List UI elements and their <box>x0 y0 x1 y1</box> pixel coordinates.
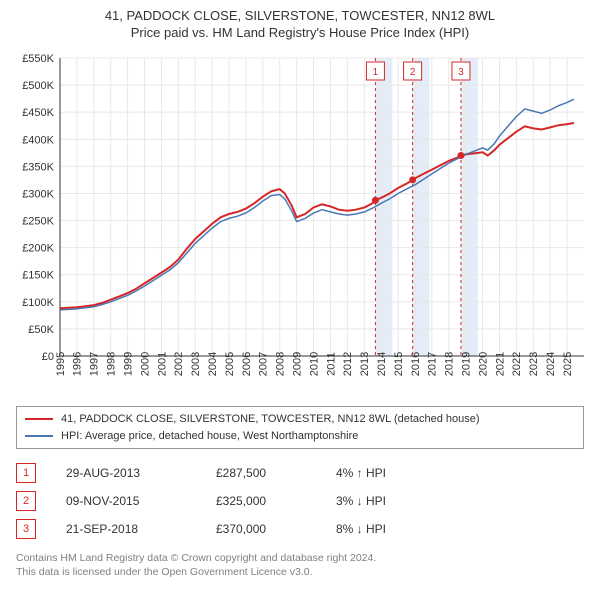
x-tick-label: 2005 <box>224 352 236 376</box>
x-tick-label: 2019 <box>461 352 473 376</box>
shaded-band <box>461 58 478 356</box>
sale-marker: 1 <box>16 463 36 483</box>
y-tick-label: £200K <box>22 243 54 255</box>
sale-date: 09-NOV-2015 <box>66 494 186 508</box>
sale-delta: 3% ↓ HPI <box>336 494 446 508</box>
y-tick-label: £250K <box>22 216 54 228</box>
x-tick-label: 2024 <box>545 352 557 376</box>
x-tick-label: 2020 <box>477 352 489 376</box>
title-line2: Price paid vs. HM Land Registry's House … <box>10 25 590 40</box>
x-tick-label: 2017 <box>427 352 439 376</box>
x-tick-label: 2007 <box>258 352 270 376</box>
legend-label: HPI: Average price, detached house, West… <box>61 428 358 445</box>
x-tick-label: 2023 <box>528 352 540 376</box>
legend-swatch <box>25 418 53 420</box>
y-tick-label: £0 <box>42 351 54 363</box>
sale-date: 29-AUG-2013 <box>66 466 186 480</box>
x-tick-label: 1999 <box>122 352 134 376</box>
sale-row: 2 09-NOV-2015 £325,000 3% ↓ HPI <box>16 487 584 515</box>
sale-delta: 8% ↓ HPI <box>336 522 446 536</box>
x-tick-label: 2022 <box>511 352 523 376</box>
y-tick-label: £450K <box>22 107 54 119</box>
y-tick-label: £300K <box>22 188 54 200</box>
legend-item: 41, PADDOCK CLOSE, SILVERSTONE, TOWCESTE… <box>25 411 575 428</box>
sale-price: £325,000 <box>216 494 306 508</box>
x-tick-label: 2021 <box>494 352 506 376</box>
y-tick-label: £50K <box>28 324 54 336</box>
sale-price: £370,000 <box>216 522 306 536</box>
x-tick-label: 2008 <box>275 352 287 376</box>
attribution-line2: This data is licensed under the Open Gov… <box>16 565 584 579</box>
sale-point <box>409 176 416 183</box>
x-tick-label: 2000 <box>139 352 151 376</box>
attribution-line1: Contains HM Land Registry data © Crown c… <box>16 551 584 565</box>
x-tick-label: 2003 <box>190 352 202 376</box>
x-tick-label: 1995 <box>55 352 67 376</box>
title-line1: 41, PADDOCK CLOSE, SILVERSTONE, TOWCESTE… <box>10 8 590 23</box>
chart-container: 41, PADDOCK CLOSE, SILVERSTONE, TOWCESTE… <box>0 0 600 585</box>
x-tick-label: 2001 <box>156 352 168 376</box>
x-tick-label: 2013 <box>359 352 371 376</box>
sale-point <box>457 152 464 159</box>
sale-marker: 3 <box>16 519 36 539</box>
y-tick-label: £100K <box>22 297 54 309</box>
x-tick-label: 2010 <box>308 352 320 376</box>
y-tick-label: £400K <box>22 134 54 146</box>
chart-area: £0 £50K £100K £150K £200K £250K £300K £350K £400… <box>10 46 590 396</box>
shaded-band <box>375 58 392 356</box>
sale-date: 21-SEP-2018 <box>66 522 186 536</box>
y-tick-label: £150K <box>22 270 54 282</box>
x-tick-label: 2004 <box>207 352 219 376</box>
legend: 41, PADDOCK CLOSE, SILVERSTONE, TOWCESTE… <box>16 406 584 449</box>
legend-swatch <box>25 435 53 437</box>
x-tick-label: 2025 <box>562 352 574 376</box>
sale-marker: 2 <box>16 491 36 511</box>
x-tick-label: 2014 <box>376 352 388 376</box>
sale-point <box>372 197 379 204</box>
x-tick-label: 2002 <box>173 352 185 376</box>
x-tick-label: 1997 <box>89 352 101 376</box>
sale-row: 1 29-AUG-2013 £287,500 4% ↑ HPI <box>16 459 584 487</box>
sale-row: 3 21-SEP-2018 £370,000 8% ↓ HPI <box>16 515 584 543</box>
x-tick-label: 2015 <box>393 352 405 376</box>
sale-marker-number: 3 <box>458 67 464 78</box>
legend-label: 41, PADDOCK CLOSE, SILVERSTONE, TOWCESTE… <box>61 411 480 428</box>
sale-marker-number: 2 <box>410 67 416 78</box>
y-tick-label: £350K <box>22 161 54 173</box>
legend-item: HPI: Average price, detached house, West… <box>25 428 575 445</box>
sales-table: 1 29-AUG-2013 £287,500 4% ↑ HPI 2 09-NOV-2015… <box>16 459 584 543</box>
y-tick-label: £550K <box>22 53 54 65</box>
x-tick-label: 2006 <box>241 352 253 376</box>
x-tick-label: 1996 <box>72 352 84 376</box>
x-tick-label: 1998 <box>106 352 118 376</box>
x-tick-label: 2016 <box>410 352 422 376</box>
x-tick-label: 2012 <box>342 352 354 376</box>
sale-marker-number: 1 <box>373 67 379 78</box>
x-tick-label: 2018 <box>444 352 456 376</box>
sale-delta: 4% ↑ HPI <box>336 466 446 480</box>
x-tick-label: 2009 <box>291 352 303 376</box>
y-tick-label: £500K <box>22 80 54 92</box>
attribution: Contains HM Land Registry data © Crown c… <box>16 551 584 579</box>
title-block: 41, PADDOCK CLOSE, SILVERSTONE, TOWCESTE… <box>10 8 590 40</box>
sale-price: £287,500 <box>216 466 306 480</box>
chart-svg: £0 £50K £100K £150K £200K £250K £300K £350K £400… <box>10 46 590 396</box>
